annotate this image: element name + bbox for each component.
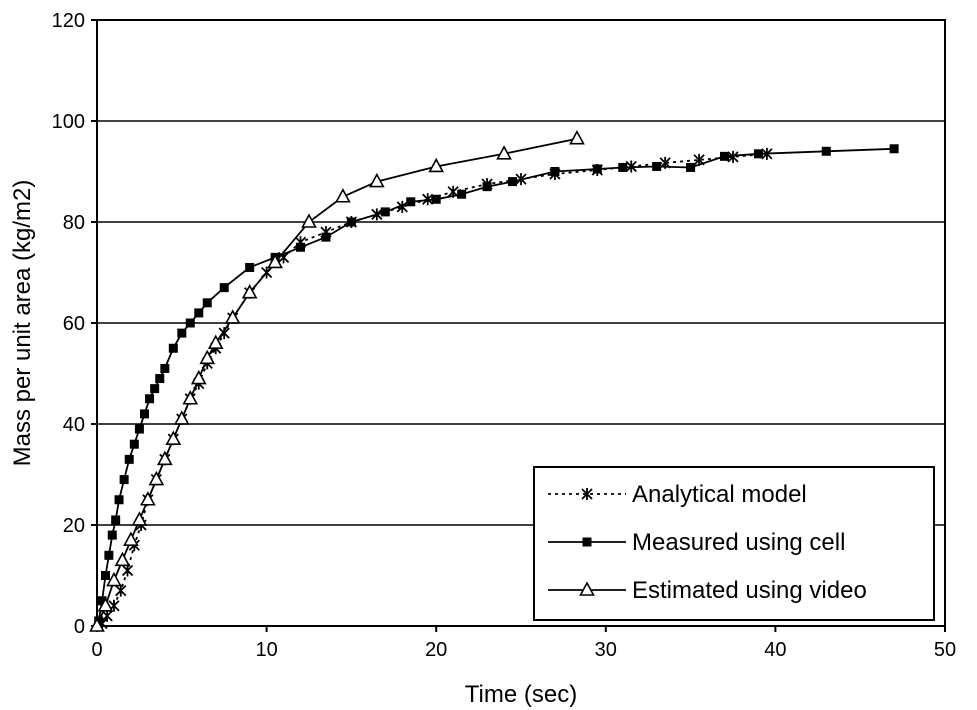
data-point	[219, 283, 229, 293]
data-point	[182, 390, 199, 405]
y-tick-label: 0	[74, 616, 85, 638]
data-point	[139, 409, 149, 419]
data-point	[131, 511, 148, 526]
data-point	[496, 145, 512, 160]
data-point	[129, 439, 139, 449]
data-point	[321, 232, 331, 242]
data-point	[124, 454, 134, 464]
legend: Analytical model Measured using cell Estim…	[533, 466, 935, 621]
x-tick-label: 30	[595, 639, 617, 661]
data-point	[579, 581, 595, 596]
x-tick-label: 50	[934, 639, 956, 661]
x-tick-label: 20	[425, 639, 447, 661]
legend-box	[533, 466, 935, 621]
data-point	[114, 495, 124, 505]
legend-label: Measured using cell	[632, 529, 845, 556]
data-point	[121, 564, 134, 577]
y-tick-label: 100	[52, 111, 85, 133]
data-point	[104, 550, 114, 560]
data-point	[89, 617, 105, 632]
data-point	[457, 189, 467, 199]
y-axis-title: Mass per unit area (kg/m2)	[9, 180, 36, 467]
data-point	[123, 531, 139, 546]
data-point	[301, 213, 317, 228]
data-point	[267, 253, 283, 269]
data-point	[581, 488, 593, 500]
data-point	[194, 308, 204, 318]
data-point	[296, 242, 306, 252]
data-point	[889, 144, 899, 154]
data-point	[753, 149, 763, 159]
x-tick-label: 10	[255, 639, 277, 661]
axis-ticks: 0 20 40 60 80 100 120 0 10 20 30 40 50	[52, 10, 957, 661]
data-point	[140, 491, 156, 506]
data-point	[346, 217, 356, 227]
data-point	[155, 374, 165, 384]
data-point	[368, 172, 385, 188]
data-point	[160, 363, 170, 373]
y-tick-label: 40	[63, 414, 85, 436]
data-point	[101, 609, 113, 622]
data-point	[134, 424, 144, 434]
data-point	[482, 182, 492, 192]
data-point	[107, 530, 117, 540]
data-point	[618, 162, 628, 172]
data-point	[177, 328, 187, 338]
data-point	[245, 262, 255, 272]
data-point	[97, 596, 107, 606]
series-layer	[89, 129, 899, 632]
data-point	[106, 571, 122, 587]
data-point	[150, 384, 160, 394]
data-point	[115, 584, 127, 597]
data-point	[114, 551, 131, 567]
data-point	[431, 194, 441, 204]
data-point	[569, 129, 585, 145]
data-point	[97, 597, 114, 612]
data-point	[550, 167, 560, 176]
y-tick-label: 120	[52, 10, 85, 32]
x-tick-label: 0	[91, 639, 102, 661]
data-point	[224, 309, 241, 324]
data-point	[199, 349, 216, 365]
data-point	[100, 571, 110, 580]
data-point	[202, 298, 212, 308]
data-point	[335, 188, 351, 203]
data-point	[119, 475, 129, 485]
data-point	[165, 430, 182, 445]
data-point	[592, 164, 602, 174]
legend-label: Estimated using video	[632, 577, 867, 604]
y-tick-label: 60	[63, 313, 85, 335]
series-triangle	[89, 129, 585, 632]
y-tick-label: 20	[63, 515, 85, 537]
data-point	[821, 146, 831, 156]
data-point	[582, 537, 592, 547]
data-point	[145, 394, 155, 404]
data-point	[406, 197, 416, 207]
data-point	[207, 334, 224, 350]
data-point	[428, 157, 445, 173]
data-point	[241, 284, 258, 299]
x-tick-label: 40	[764, 639, 786, 661]
data-point	[185, 318, 195, 328]
data-point	[508, 177, 518, 187]
data-point	[686, 162, 696, 172]
data-point	[156, 450, 173, 466]
legend-label: Analytical model	[632, 481, 807, 508]
data-point	[111, 515, 121, 525]
data-point	[168, 343, 178, 353]
data-point	[720, 151, 730, 161]
y-tick-label: 80	[63, 212, 85, 234]
data-point	[148, 470, 165, 486]
data-point	[190, 369, 207, 385]
data-point	[380, 207, 390, 217]
data-point	[173, 410, 190, 425]
x-axis-title: Time (sec)	[465, 681, 577, 708]
data-point	[652, 161, 662, 171]
data-point	[727, 150, 739, 163]
